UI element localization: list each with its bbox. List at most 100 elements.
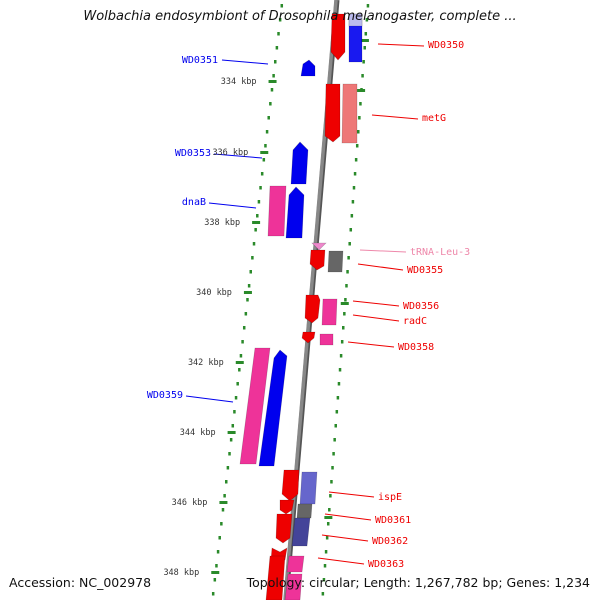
gene-arrow-wd0361-grey[interactable] [296, 503, 313, 519]
gene-label-wd0356[interactable]: WD0356 [403, 301, 439, 312]
gene-arrow-wd0353[interactable] [290, 141, 309, 185]
tick-dot [346, 270, 349, 274]
tick-dot [363, 46, 366, 50]
gene-arrow-wd0350[interactable] [330, 13, 346, 61]
leader-line-wd0358 [347, 341, 395, 348]
gene-label-wd0362[interactable]: WD0362 [372, 536, 408, 547]
tick-dot [358, 116, 361, 120]
gene-label-wd0361[interactable]: WD0361 [375, 515, 411, 526]
tick-dot [267, 116, 270, 120]
gene-label-wd0353[interactable]: WD0353 [175, 148, 211, 159]
tick-dot [359, 102, 362, 106]
leader-line-wd0362 [321, 534, 369, 542]
major-tick [219, 501, 228, 504]
tick-dot [332, 452, 335, 456]
gene-arrow-wd0361[interactable] [279, 499, 295, 515]
gene-arrow-dnab-pink[interactable] [267, 185, 287, 237]
gene-arrow-wd0359-pink[interactable] [239, 347, 271, 465]
tick-dot [274, 60, 277, 64]
tick-dot [280, 4, 284, 8]
gene-arrow-radc[interactable] [321, 298, 338, 326]
gene-arrow-dnab[interactable] [285, 186, 305, 239]
tick-dot [270, 88, 274, 92]
tick-dot [325, 536, 329, 540]
gene-label-radc[interactable]: radC [403, 316, 427, 327]
tick-dot [265, 130, 269, 134]
gene-arrow-wd0350-pair[interactable] [348, 13, 363, 27]
tick-dot [251, 256, 254, 260]
tick-dot [231, 424, 235, 428]
gene-arrow-wd0351[interactable] [300, 59, 316, 77]
tick-dot [338, 368, 342, 372]
gene-arrow-bottom-pair[interactable] [284, 573, 303, 600]
tick-dot [252, 242, 256, 246]
gene-arrow-metg[interactable] [324, 83, 341, 143]
gene-label-ispe[interactable]: ispE [378, 492, 402, 503]
gene-arrow-wd0362[interactable] [275, 513, 293, 544]
tick-dot [351, 200, 355, 204]
kbp-tick-label: 336 kbp [212, 148, 248, 158]
tick-dot [247, 284, 251, 288]
tick-dot [335, 410, 339, 414]
tick-dot [220, 522, 223, 526]
kbp-tick-label: 340 kbp [196, 288, 232, 298]
genome-summary: Topology: circular; Length: 1,267,782 bp… [246, 575, 590, 590]
gene-label-metg[interactable]: metG [422, 113, 446, 124]
gene-arrow-wd0358[interactable] [301, 331, 316, 344]
leader-line-wd0356 [352, 300, 400, 307]
tick-dot [256, 214, 259, 218]
gene-arrow-wd0363-pair[interactable] [286, 555, 305, 573]
tick-dot [354, 158, 358, 162]
tick-dot [362, 60, 365, 64]
tick-dot [366, 4, 370, 8]
gene-arrow-bottom[interactable] [265, 555, 286, 600]
leader-line-dnab [208, 202, 257, 209]
gene-label-trna-leu-3[interactable]: tRNA-Leu-3 [410, 247, 470, 258]
tick-dot [236, 382, 239, 386]
tick-dot [324, 550, 328, 554]
gene-arrow-ispe[interactable] [281, 469, 300, 502]
tick-dot [238, 368, 241, 372]
tick-dot [264, 144, 267, 148]
map-title: Wolbachia endosymbiont of Drosophila mel… [83, 9, 517, 24]
gene-arrow-ispe-pair[interactable] [299, 471, 318, 505]
tick-dot [278, 18, 282, 22]
gene-label-wd0359[interactable]: WD0359 [147, 390, 183, 401]
rrna-block[interactable] [327, 250, 344, 273]
tick-dot [342, 326, 345, 330]
tick-dot [229, 438, 233, 442]
gene-label-wd0350[interactable]: WD0350 [428, 40, 464, 51]
gene-label-wd0363[interactable]: WD0363 [368, 559, 404, 570]
gene-label-wd0358[interactable]: WD0358 [398, 342, 434, 353]
gene-label-wd0355[interactable]: WD0355 [407, 265, 443, 276]
gene-arrow-wd0355[interactable] [309, 249, 326, 271]
tick-dot [343, 312, 346, 316]
major-tick [268, 80, 277, 83]
major-tick [340, 302, 349, 305]
gene-arrow-wd0362-pair[interactable] [291, 517, 311, 547]
major-tick [324, 516, 333, 519]
major-tick [357, 89, 366, 92]
trna-leu-3-marker[interactable] [311, 242, 327, 251]
tick-dot [353, 172, 357, 176]
gene-arrow-wd0356[interactable] [304, 294, 321, 324]
tick-dot [340, 340, 344, 344]
kbp-tick-label: 334 kbp [221, 77, 257, 87]
gene-label-wd0351[interactable]: WD0351 [182, 55, 218, 66]
gene-label-dnab[interactable]: dnaB [182, 197, 206, 208]
tick-dot [228, 452, 231, 456]
major-tick [235, 361, 244, 364]
gene-arrow-metg-pair[interactable] [341, 83, 358, 144]
tick-dot [329, 494, 332, 498]
tick-dot [361, 74, 364, 78]
tick-dot [348, 242, 351, 246]
leader-line-wd0350 [377, 43, 425, 47]
tick-dot [365, 18, 369, 22]
gene-arrow-wd0358-pair[interactable] [319, 333, 334, 346]
tick-dot [345, 284, 348, 288]
leader-line-wd0351 [221, 59, 269, 65]
tick-dot [225, 480, 228, 484]
gene-arrow-wd0359[interactable] [258, 349, 288, 467]
